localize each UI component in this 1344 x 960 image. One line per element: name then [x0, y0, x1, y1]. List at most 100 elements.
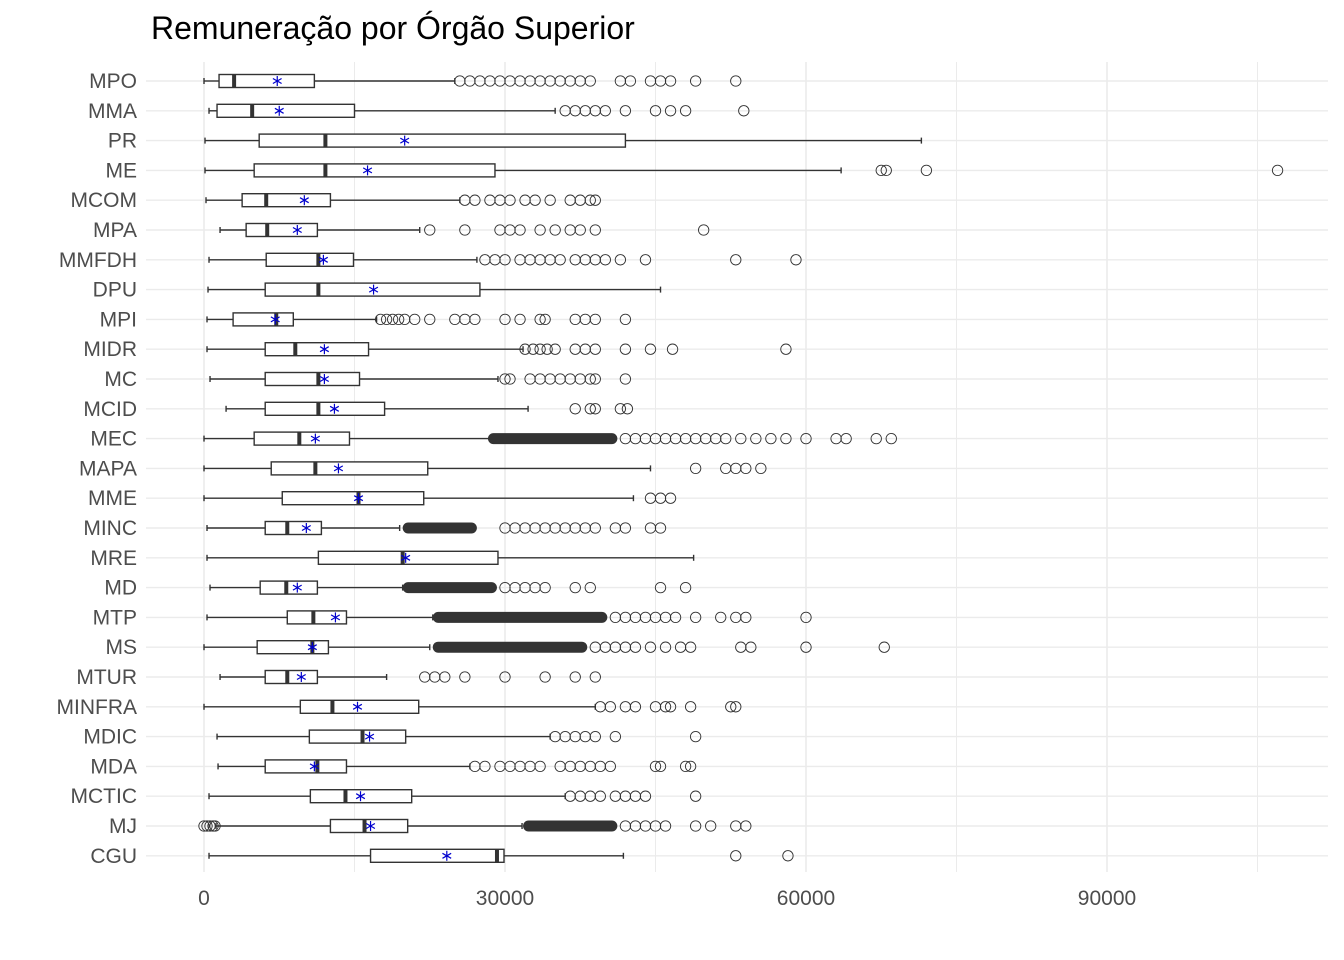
outlier-point [439, 671, 451, 683]
box-midr [206, 342, 792, 357]
outlier-point [529, 194, 541, 206]
outlier-point [654, 581, 667, 594]
outlier-point [504, 373, 516, 385]
box-mec [203, 431, 897, 446]
mean-marker [330, 612, 341, 623]
iqr-box [281, 491, 425, 506]
mean-stroke [292, 584, 302, 591]
outlier-point [755, 462, 767, 475]
outlier-point [574, 224, 586, 236]
mean-stroke [292, 226, 302, 234]
outlier-point [499, 313, 511, 326]
outlier-point [584, 581, 596, 594]
outlier-point [689, 820, 702, 832]
outlier-point [599, 254, 611, 266]
iqr-box [270, 461, 429, 476]
mean-marker [292, 582, 302, 593]
mean-marker [296, 672, 306, 682]
outlier-cluster [523, 820, 618, 832]
outlier-point [730, 850, 742, 862]
outlier-point [878, 641, 890, 653]
outlier-point [840, 432, 852, 445]
outlier-point [554, 254, 566, 266]
y-tick-label: MDIC [83, 726, 137, 749]
mean-stroke [270, 316, 280, 323]
y-tick-label: MC [104, 368, 137, 391]
mean-stroke [330, 614, 341, 621]
mean-stroke [319, 346, 330, 353]
outlier-point [790, 254, 802, 266]
outlier-point [664, 492, 677, 504]
outlier-point [479, 760, 491, 773]
mean-marker [400, 135, 410, 146]
y-tick-label: MINFRA [57, 696, 138, 719]
outlier-point [459, 224, 471, 236]
y-tick-label: MIDR [83, 338, 137, 361]
iqr-box [286, 610, 348, 625]
box-mctic [208, 789, 702, 804]
outlier-point [738, 105, 750, 117]
outlier-point [534, 224, 546, 236]
y-tick-label: MCTIC [71, 785, 138, 808]
iqr-box [329, 818, 409, 834]
outlier-point [730, 254, 742, 266]
x-tick-label: 0 [198, 887, 210, 910]
mean-stroke [319, 375, 330, 383]
outlier-point [569, 403, 581, 415]
y-tick-label: MCOM [71, 189, 138, 212]
mean-stroke [329, 405, 340, 412]
y-tick-label: DPU [93, 279, 137, 302]
outlier-point [589, 671, 601, 683]
outlier-point [392, 313, 405, 326]
outlier-point [875, 164, 887, 177]
outlier-point [514, 224, 526, 236]
outlier-point [514, 313, 526, 326]
outlier-point [689, 730, 702, 743]
outlier-point [679, 581, 692, 594]
mean-marker [365, 821, 376, 831]
mean-marker [368, 284, 379, 295]
outlier-point [386, 313, 399, 326]
box-mda [217, 759, 697, 774]
outlier-point [569, 671, 581, 683]
y-tick-label: MD [104, 577, 137, 600]
outlier-point [659, 701, 672, 713]
iqr-box [258, 133, 627, 148]
outlier-point [539, 313, 551, 326]
outlier-point [584, 75, 596, 87]
outlier-point [698, 224, 710, 236]
outlier-point [594, 790, 606, 802]
box-dpu [207, 282, 662, 297]
iqr-box [216, 103, 356, 119]
outlier-point [730, 701, 742, 713]
outlier-point [584, 194, 596, 206]
outlier-point [619, 343, 632, 355]
outlier-point [584, 373, 596, 385]
mean-marker [333, 463, 344, 474]
outlier-point [534, 313, 546, 326]
mean-marker [272, 76, 282, 86]
data-layer [198, 73, 1284, 863]
outlier-point [589, 522, 601, 534]
box-mma [208, 103, 750, 119]
mean-stroke [296, 673, 306, 681]
outlier-point [664, 75, 677, 87]
outlier-cluster [432, 611, 608, 623]
y-tick-label: MCID [83, 398, 137, 421]
mean-marker [274, 105, 284, 116]
y-tick-label: MME [88, 487, 137, 510]
outlier-point [659, 820, 672, 832]
outlier-point [504, 194, 516, 206]
y-tick-label: MJ [109, 815, 137, 838]
outlier-point [499, 671, 511, 683]
outlier-point [800, 432, 812, 445]
y-tick-label: MRE [90, 547, 137, 570]
outlier-point [780, 343, 792, 355]
outlier-point [409, 313, 421, 326]
outlier-point [629, 641, 642, 653]
box-mpo [203, 73, 742, 89]
outlier-point [684, 641, 697, 653]
outlier-point [499, 254, 511, 266]
outlier-point [459, 671, 471, 683]
outlier-point [689, 611, 702, 624]
